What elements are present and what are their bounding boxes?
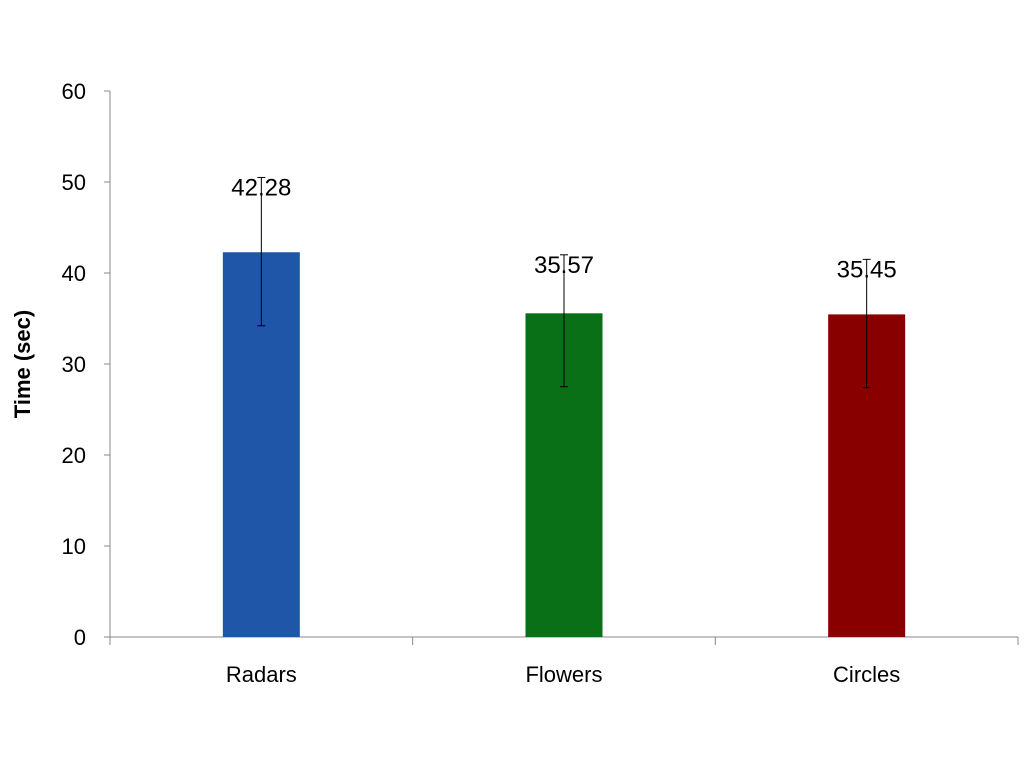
y-tick-label: 60 [62,79,86,104]
error-bars [257,176,871,389]
data-label: 35.57 [534,252,594,279]
y-ticks: 0 10 20 30 40 50 60 [62,79,110,650]
x-tick-label: Flowers [525,662,602,687]
y-axis-title: Time (sec) [10,310,35,418]
y-tick-label: 20 [62,443,86,468]
y-tick-label: 50 [62,170,86,195]
x-tick-label: Circles [833,662,900,687]
data-label: 42.28 [231,174,291,201]
y-tick-label: 0 [74,625,86,650]
y-tick-label: 10 [62,534,86,559]
y-tick-label: 30 [62,352,86,377]
y-tick-label: 40 [62,261,86,286]
data-label: 35.45 [837,256,897,283]
data-labels: 42.28 35.57 35.45 [231,174,896,283]
x-tick-labels: Radars Flowers Circles [226,662,900,687]
x-tick-label: Radars [226,662,297,687]
